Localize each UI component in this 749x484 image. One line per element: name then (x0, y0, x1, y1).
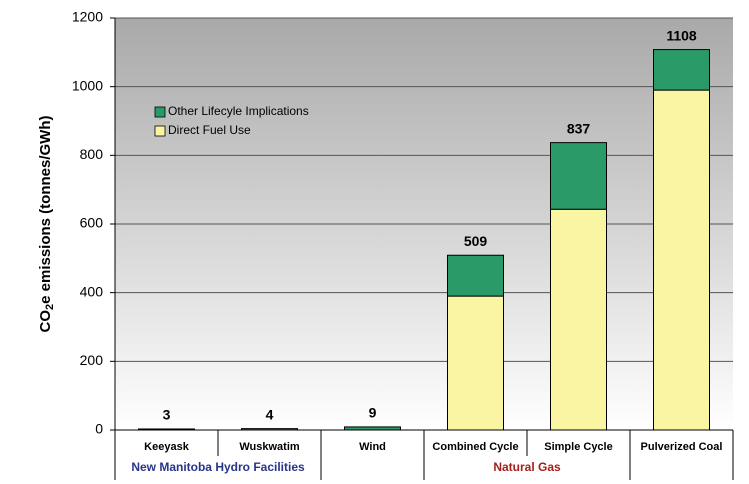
total-label: 837 (567, 120, 591, 136)
total-label: 509 (464, 233, 488, 249)
y-tick-label: 600 (80, 215, 104, 231)
legend-label: Direct Fuel Use (168, 123, 251, 137)
y-label-part: e emissions (tonnes/GWh) (37, 116, 54, 304)
y-tick-label: 1200 (72, 9, 103, 25)
y-axis-label: CO2e emissions (tonnes/GWh) (37, 116, 56, 333)
bar-segment (653, 89, 710, 431)
x-tick-label: Combined Cycle (432, 441, 518, 453)
y-label-sub: 2 (44, 304, 56, 310)
x-tick-label: Wind (359, 441, 386, 453)
x-tick-label: Simple Cycle (544, 441, 612, 453)
y-tick-label: 200 (80, 352, 104, 368)
y-tick-label: 800 (80, 146, 104, 162)
legend-label: Other Lifecyle Implications (168, 104, 309, 118)
x-tick-label: Keeyask (144, 441, 190, 453)
y-tick-label: 400 (80, 283, 104, 299)
legend-swatch (154, 106, 166, 118)
bar-segment (550, 142, 607, 210)
total-label: 1108 (666, 27, 697, 43)
x-tick-label: Wuskwatim (239, 441, 300, 453)
bar-segment (447, 295, 504, 431)
y-label-part: CO (37, 310, 54, 333)
group-label: Natural Gas (493, 460, 561, 474)
total-label: 4 (266, 406, 274, 422)
y-tick-label: 0 (95, 421, 103, 437)
bar-segment (653, 49, 710, 91)
x-tick-label: Pulverized Coal (641, 441, 723, 453)
bar-segment (550, 208, 607, 431)
y-tick-label: 1000 (72, 77, 103, 93)
bar-segment (447, 254, 504, 297)
group-label: New Manitoba Hydro Facilities (131, 460, 305, 474)
total-label: 3 (163, 407, 171, 423)
total-label: 9 (369, 405, 377, 421)
legend-swatch (154, 125, 166, 137)
